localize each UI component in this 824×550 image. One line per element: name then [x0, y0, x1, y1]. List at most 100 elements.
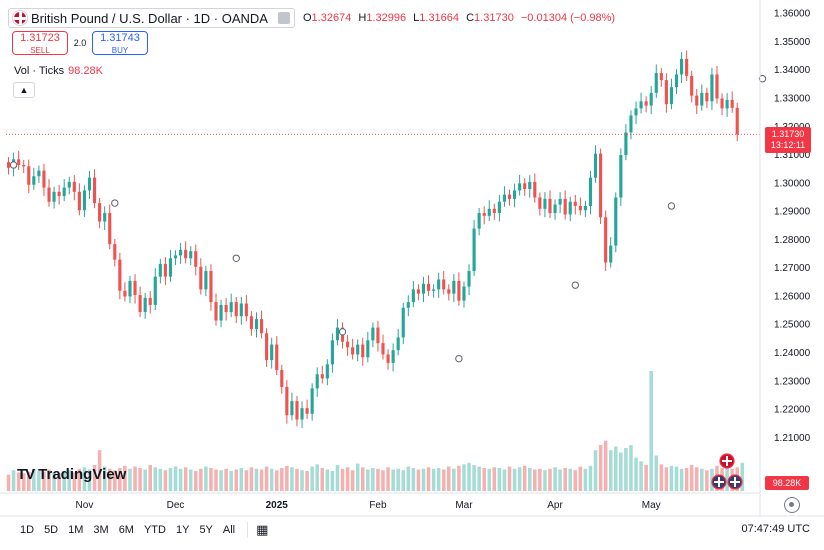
candle-body [194, 251, 198, 267]
volume-bar [27, 471, 31, 491]
price-axis[interactable]: 1.360001.350001.340001.330001.320001.310… [759, 0, 811, 516]
candle-body [715, 74, 719, 99]
candle [477, 207, 481, 236]
candle-body [674, 74, 679, 88]
volume-bar [355, 463, 360, 491]
range-1y[interactable]: 1Y [175, 524, 190, 536]
volume-bar [497, 468, 502, 491]
volume-bar [725, 466, 729, 491]
candle [72, 175, 76, 201]
range-ytd[interactable]: YTD [143, 524, 166, 536]
volume-legend[interactable]: Vol · Ticks 98.28K [14, 65, 103, 77]
candle-body [487, 208, 491, 216]
candle-body [533, 181, 537, 198]
candle [346, 334, 350, 356]
candle-body [17, 159, 21, 165]
candle-body [639, 101, 643, 109]
candle-body [619, 155, 623, 198]
event-marker [232, 254, 240, 262]
candle-body [285, 386, 289, 416]
candle-body [472, 228, 476, 272]
candle [179, 243, 183, 264]
collapse-legend-button[interactable]: ▲ [13, 82, 35, 98]
ohlc-close-key: C [466, 12, 475, 24]
candle-body [679, 58, 684, 75]
calendar-icon[interactable]: ▦ [256, 522, 269, 537]
range-3m[interactable]: 3M [93, 524, 109, 536]
candle [462, 281, 466, 308]
volume-bar [21, 473, 26, 491]
candle-body [381, 343, 385, 355]
candle [371, 322, 375, 348]
volume-bar [199, 468, 203, 491]
candle [254, 312, 259, 338]
volume-bar [224, 468, 228, 491]
range-1d[interactable]: 1D [20, 524, 35, 536]
candle-body [528, 181, 532, 189]
volume-bar [705, 470, 709, 491]
candle [376, 320, 380, 352]
utc-clock[interactable]: 07:47:49 UTC [741, 523, 810, 535]
symbol-settings-icon[interactable] [277, 12, 290, 24]
candle [695, 88, 699, 115]
volume-bar [234, 469, 239, 491]
candle-body [143, 297, 147, 313]
event-marker [111, 199, 119, 207]
sell-button[interactable]: 1.31723 SELL [12, 31, 68, 55]
candle-body [42, 170, 46, 188]
event-marker [571, 281, 579, 289]
candle-body [123, 290, 127, 297]
range-all[interactable]: All [222, 524, 236, 536]
candles [6, 50, 760, 428]
buy-button[interactable]: 1.31743 BUY [92, 31, 148, 55]
candle-body [386, 354, 390, 363]
ohlc-high-key: H [358, 12, 367, 24]
range-6m[interactable]: 6M [118, 524, 134, 536]
candle-body [173, 255, 178, 259]
ohlc-open: 1.32674 [311, 12, 352, 24]
volume-bar [578, 466, 583, 491]
tradingview-logo[interactable]: TV TradingView [17, 466, 126, 483]
candle [548, 190, 552, 219]
candle-body [229, 302, 233, 313]
symbol-selector[interactable]: British Pound / U.S. Dollar · 1D · OANDA [8, 8, 295, 28]
range-5d[interactable]: 5D [44, 524, 59, 536]
volume-bar [62, 471, 66, 491]
volume-bar [102, 466, 107, 491]
range-5y[interactable]: 5Y [199, 524, 213, 536]
currency-flags [711, 453, 743, 490]
volume-bar [259, 469, 264, 491]
candle [163, 257, 167, 286]
volume-bar [644, 465, 648, 491]
candle [351, 338, 355, 360]
candle-body [325, 364, 329, 379]
volume-bar [315, 464, 319, 491]
sell-price: 1.31723 [20, 32, 60, 44]
volume-bar [229, 471, 233, 491]
candle [148, 291, 152, 314]
volume-bar [239, 468, 244, 491]
volume-bar [502, 469, 507, 491]
time-axis[interactable]: Nov Dec 2025 Feb Mar Apr May [0, 492, 824, 517]
candle-body [396, 337, 400, 351]
volume-bar [163, 470, 168, 491]
candle [528, 175, 532, 198]
candle [730, 91, 734, 113]
volume-bar [391, 469, 395, 491]
volume-bar [350, 470, 355, 491]
volume-bar [188, 469, 193, 491]
candle-body [275, 344, 279, 370]
volume-bar [249, 467, 254, 491]
candle-body [214, 302, 218, 321]
price-tick-label: 1.33000 [774, 93, 811, 104]
gear-icon[interactable] [784, 497, 800, 513]
volume-bar [32, 468, 36, 491]
candle [259, 310, 264, 339]
candle [103, 206, 107, 230]
range-1m[interactable]: 1M [68, 524, 84, 536]
volume-bar [426, 467, 431, 491]
volume-badge: 98.28K [765, 476, 809, 490]
candle-body [22, 164, 26, 167]
candle-body [416, 289, 420, 294]
